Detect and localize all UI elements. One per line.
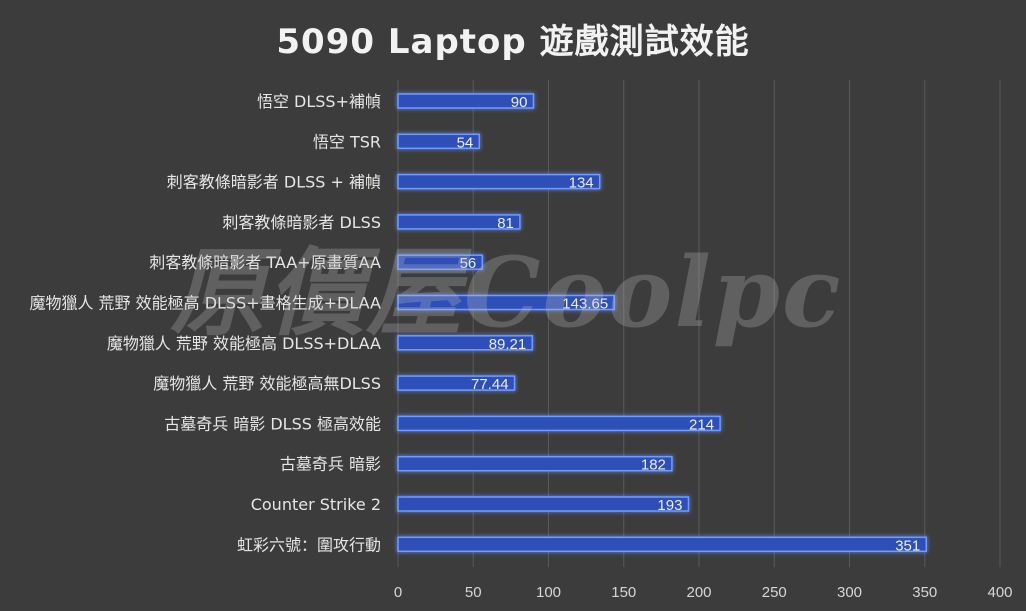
bar (397, 375, 516, 391)
value-label: 81 (497, 215, 514, 232)
x-tick-label: 350 (912, 584, 937, 601)
category-label: 虹彩六號：圍攻行動 (237, 535, 381, 554)
category-label: 刺客教條暗影者 DLSS (222, 213, 381, 232)
category-label: 刺客教條暗影者 TAA+原畫質AA (149, 253, 381, 272)
value-label: 54 (457, 134, 474, 151)
bar (397, 254, 484, 270)
x-tick-label: 150 (611, 584, 636, 601)
category-label: Counter Strike 2 (251, 495, 381, 514)
bar (397, 133, 481, 150)
value-label: 77.44 (471, 376, 509, 393)
category-label: 悟空 TSR (313, 132, 381, 151)
chart-title: 5090 Laptop 遊戲測試效能 (276, 22, 750, 62)
bar (397, 93, 535, 109)
bar (397, 536, 928, 553)
value-label: 90 (511, 94, 528, 111)
x-tick-label: 50 (465, 584, 482, 601)
bar (397, 415, 721, 432)
x-tick-label: 200 (686, 584, 711, 601)
x-tick-label: 250 (762, 584, 787, 601)
bar (397, 294, 615, 311)
x-tick-label: 300 (837, 584, 862, 601)
category-label: 刺客教條暗影者 DLSS + 補幀 (167, 173, 381, 192)
category-label: 魔物獵人 荒野 效能極高 DLSS+畫格生成+DLAA (29, 294, 381, 313)
bar (397, 173, 601, 190)
value-label: 143.65 (562, 296, 608, 313)
value-label: 134 (569, 175, 594, 192)
value-label: 193 (657, 497, 682, 514)
value-label: 182 (641, 457, 666, 474)
category-label: 魔物獵人 荒野 效能極高 DLSS+DLAA (107, 334, 381, 353)
category-label: 古墓奇兵 暗影 DLSS 極高效能 (164, 414, 381, 433)
bar (397, 214, 521, 230)
value-label: 214 (689, 416, 714, 433)
category-label: 魔物獵人 荒野 效能極高無DLSS (153, 374, 381, 393)
bar (397, 335, 534, 351)
value-label: 89.21 (489, 336, 527, 353)
x-tick-label: 0 (394, 584, 402, 601)
x-tick-label: 100 (536, 584, 561, 601)
bar (397, 496, 690, 512)
category-label: 古墓奇兵 暗影 (280, 455, 381, 474)
category-label: 悟空 DLSS+補幀 (257, 92, 381, 111)
value-label: 351 (895, 537, 920, 554)
bar (397, 455, 673, 472)
value-label: 56 (460, 255, 477, 272)
x-tick-label: 400 (987, 584, 1012, 601)
